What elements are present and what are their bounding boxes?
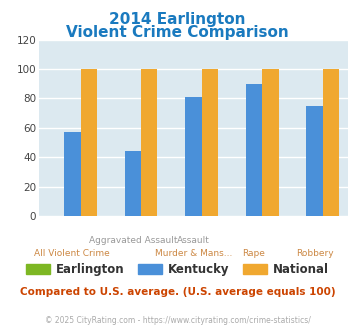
Text: All Violent Crime: All Violent Crime: [34, 249, 110, 258]
Text: Violent Crime Comparison: Violent Crime Comparison: [66, 25, 289, 40]
Text: Rape: Rape: [242, 249, 266, 258]
Text: Aggravated Assault: Aggravated Assault: [89, 236, 177, 245]
Text: Murder & Mans...: Murder & Mans...: [155, 249, 232, 258]
Bar: [202, 69, 218, 216]
Bar: [185, 97, 202, 216]
Text: Robbery: Robbery: [296, 249, 333, 258]
Bar: [64, 132, 81, 216]
Bar: [141, 69, 158, 216]
Text: 2014 Earlington: 2014 Earlington: [109, 12, 246, 26]
Bar: [81, 69, 97, 216]
Text: Compared to U.S. average. (U.S. average equals 100): Compared to U.S. average. (U.S. average …: [20, 287, 335, 297]
Bar: [125, 151, 141, 216]
Bar: [262, 69, 279, 216]
Text: © 2025 CityRating.com - https://www.cityrating.com/crime-statistics/: © 2025 CityRating.com - https://www.city…: [45, 316, 310, 325]
Legend: Earlington, Kentucky, National: Earlington, Kentucky, National: [21, 258, 334, 281]
Text: Assault: Assault: [177, 236, 210, 245]
Bar: [246, 84, 262, 216]
Bar: [306, 106, 323, 216]
Bar: [323, 69, 339, 216]
